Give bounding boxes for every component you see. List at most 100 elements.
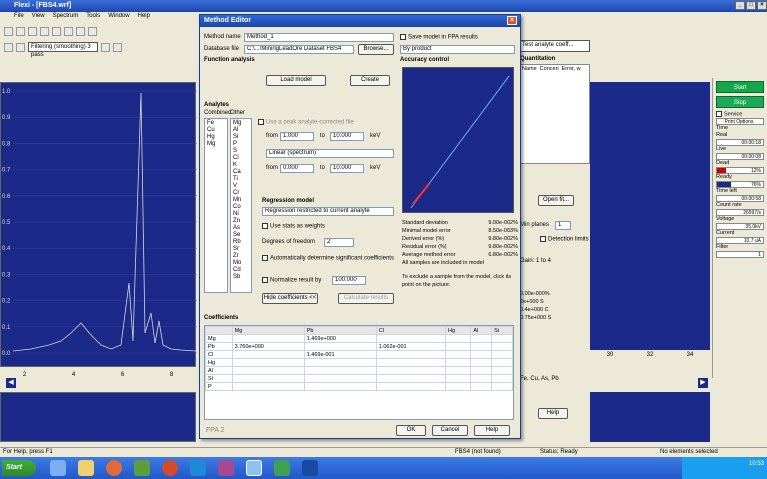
list-item[interactable]: Hg: [207, 134, 215, 140]
list-item[interactable]: Zr: [233, 253, 239, 259]
min-planes-field[interactable]: 1: [555, 221, 571, 230]
list-item[interactable]: Cd: [233, 267, 241, 273]
ok-button[interactable]: OK: [396, 425, 426, 436]
save-model-checkbox[interactable]: Save model in FPA results: [400, 34, 478, 41]
chart-icon[interactable]: [113, 42, 122, 52]
list-item[interactable]: Si: [233, 134, 239, 140]
list-item[interactable]: As: [233, 225, 241, 231]
right-tab[interactable]: Test analyte coeff...: [520, 40, 590, 52]
menu-tools[interactable]: Tools: [86, 13, 101, 19]
table-row[interactable]: Cl 1.469e-001: [205, 350, 513, 359]
auto-coef-checkbox[interactable]: Automatically determine significant coef…: [262, 255, 394, 262]
excel-icon[interactable]: [274, 460, 290, 476]
use-stats-checkbox[interactable]: Use stats as weights: [262, 223, 325, 230]
spectrum-plot[interactable]: 1.0 0.9 0.8 0.7 0.6 0.5 0.4 0.3 0.2 0.1 0.0: [0, 82, 197, 367]
detection-limits-checkbox[interactable]: Detection limits: [540, 236, 589, 243]
list-item[interactable]: Fe: [207, 120, 215, 126]
menu-spectrum[interactable]: Spectrum: [52, 13, 79, 19]
degrees-stepper[interactable]: 2: [324, 238, 354, 247]
right-help-button[interactable]: Help: [538, 408, 568, 419]
list-item[interactable]: Cl: [233, 155, 239, 161]
table-row[interactable]: Pb 3.760e+000 1.062e-001: [205, 342, 513, 351]
apply-icon[interactable]: [101, 42, 110, 52]
normalize-input[interactable]: 100.000: [332, 276, 366, 285]
start-menu-button[interactable]: Start: [2, 460, 36, 476]
search-icon[interactable]: [76, 26, 85, 36]
cancel-button[interactable]: Cancel: [432, 425, 468, 436]
list-item[interactable]: Mg: [233, 120, 242, 126]
word-icon[interactable]: [302, 460, 318, 476]
table-row[interactable]: P: [205, 382, 513, 391]
spectrum-mode-select[interactable]: Linear (spectrum): [266, 149, 394, 158]
service-checkbox[interactable]: Service: [713, 111, 767, 118]
print-icon[interactable]: [88, 26, 97, 36]
list-item[interactable]: Cu: [207, 127, 215, 133]
list-item[interactable]: Cr: [233, 190, 240, 196]
stop-button[interactable]: Stop: [716, 96, 764, 108]
browse-button[interactable]: Browse...: [358, 44, 394, 55]
menu-window[interactable]: Window: [108, 13, 130, 19]
right-spectrum[interactable]: [590, 82, 710, 350]
hide-coefficients-button[interactable]: Hide coefficients <<: [262, 293, 318, 304]
coefficients-grid[interactable]: Mg Pb Cl Hg Al Si Mg 1.469e+000 Pb 3.760e+000 1.…: [204, 325, 514, 420]
close-button[interactable]: ×: [757, 1, 767, 10]
list-item[interactable]: K: [233, 162, 238, 168]
menu-view[interactable]: View: [31, 13, 45, 19]
list-item[interactable]: Co: [233, 204, 241, 210]
pointer-icon[interactable]: [4, 42, 13, 52]
scroll-left-icon[interactable]: ◀: [6, 378, 16, 388]
from-input-2[interactable]: 0.000: [280, 164, 314, 173]
marker-icon[interactable]: [40, 26, 49, 36]
quant-table[interactable]: Name Concen Error, w: [520, 64, 590, 164]
maximize-button[interactable]: □: [746, 1, 756, 10]
accuracy-plot[interactable]: [402, 67, 514, 213]
browser-icon[interactable]: [106, 460, 122, 476]
list-item[interactable]: Ti: [233, 176, 238, 182]
list-item[interactable]: Mg: [207, 141, 216, 147]
combined-list[interactable]: Fe Cu Hg Mg: [204, 118, 228, 293]
help-button[interactable]: Help: [474, 425, 510, 436]
plot-mode-select[interactable]: By product: [400, 45, 515, 54]
list-item[interactable]: Al: [233, 127, 239, 133]
new-icon[interactable]: [4, 26, 13, 36]
save-icon[interactable]: [28, 26, 37, 36]
table-row[interactable]: Hg: [205, 358, 513, 367]
menu-file[interactable]: File: [14, 13, 24, 19]
filter-select[interactable]: Filtering (smoothing) 3 pass: [28, 42, 98, 58]
list-item[interactable]: Se: [233, 232, 241, 238]
range-icon[interactable]: [16, 42, 25, 52]
table-row[interactable]: Si: [205, 374, 513, 383]
zoom-out-icon[interactable]: [64, 26, 73, 36]
right-overview[interactable]: [590, 392, 710, 442]
to-input-2[interactable]: 10.000: [330, 164, 364, 173]
table-row[interactable]: Al: [205, 366, 513, 375]
normalize-checkbox[interactable]: Normalize result by: [262, 277, 321, 284]
app-icon[interactable]: [50, 460, 66, 476]
calculate-results-button[interactable]: Calculate results: [338, 293, 394, 304]
print-options-button[interactable]: Print Options: [716, 118, 764, 126]
database-select[interactable]: C:\...\MiningLeadOre Dataset FBS4: [244, 45, 354, 54]
open-icon[interactable]: [16, 26, 25, 36]
list-item[interactable]: Ca: [233, 169, 241, 175]
list-item[interactable]: Sb: [233, 274, 241, 280]
zoom-in-icon[interactable]: [52, 26, 61, 36]
scroll-right-icon[interactable]: ▶: [698, 378, 708, 388]
table-row[interactable]: Mg 1.469e+000: [205, 334, 513, 343]
list-item[interactable]: S: [233, 148, 238, 154]
load-model-button[interactable]: Load model: [266, 75, 326, 86]
list-item[interactable]: Ni: [233, 211, 239, 217]
list-item[interactable]: Rb: [233, 239, 241, 245]
list-item[interactable]: V: [233, 183, 238, 189]
list-item[interactable]: Mn: [233, 197, 242, 203]
minimize-button[interactable]: _: [735, 1, 745, 10]
flexi-taskbar-icon[interactable]: [246, 460, 262, 476]
list-item[interactable]: Mo: [233, 260, 242, 266]
paint-icon[interactable]: [218, 460, 234, 476]
from-input[interactable]: 1.000: [280, 132, 314, 141]
chrome-icon[interactable]: [162, 460, 178, 476]
to-input[interactable]: 10.000: [330, 132, 364, 141]
menu-help[interactable]: Help: [137, 13, 150, 19]
regression-select[interactable]: Regression restricted to current analyte: [262, 207, 394, 216]
create-button[interactable]: Create: [350, 75, 390, 86]
list-item[interactable]: Sr: [233, 246, 239, 252]
